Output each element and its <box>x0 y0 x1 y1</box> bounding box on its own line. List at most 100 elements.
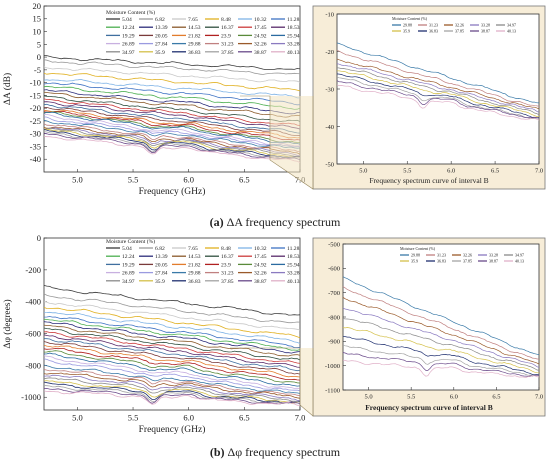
legend-entry: 36.83 <box>437 258 446 263</box>
legend-entry: 13.39 <box>155 254 168 260</box>
caption-b-text: Δφ frequency spectrum <box>225 445 341 459</box>
legend-entry: 8.48 <box>221 17 231 23</box>
legend-entry: 5.04 <box>122 17 132 23</box>
legend-entry: 27.84 <box>155 271 168 277</box>
legend-entry: 16.37 <box>221 254 234 260</box>
y-tick-label: 20 <box>33 1 42 11</box>
x-tick-label: 7.0 <box>535 168 543 175</box>
y-tick-label: -40 <box>325 124 334 131</box>
y-tick-label: -1000 <box>21 392 41 402</box>
x-tick-label: 5.5 <box>407 394 415 401</box>
legend-entry: 20.05 <box>155 262 168 268</box>
y-tick-label: -10 <box>30 78 41 88</box>
legend-entry: 34.97 <box>507 22 516 27</box>
series-line <box>43 66 301 83</box>
series-line <box>44 114 301 147</box>
series-line <box>43 385 301 405</box>
x-tick-label: 6.5 <box>491 168 499 175</box>
legend-title: Moisture Content (%) <box>392 16 428 21</box>
legend-entry: 37.85 <box>221 50 234 56</box>
x-tick-label: 5.5 <box>403 168 411 175</box>
series-line <box>43 334 301 368</box>
y-tick-label: -40 <box>30 154 41 164</box>
legend-entry: 40.13 <box>507 28 516 33</box>
plot-area <box>336 13 540 165</box>
legend-entry: 38.87 <box>489 258 498 263</box>
series-line <box>43 338 301 372</box>
series-line <box>43 364 301 394</box>
legend-entry: 31.23 <box>221 42 234 48</box>
y-axis-label: Δφ (degrees) <box>2 299 13 348</box>
inset-a-title: Frequency spectrum curve of interval B <box>369 176 488 185</box>
legend-entry: 40.13 <box>287 279 300 285</box>
series-line <box>336 67 540 116</box>
legend-entry: 5.04 <box>122 246 132 252</box>
series-line <box>43 344 301 378</box>
legend-entry: 40.13 <box>287 50 300 56</box>
legend-entry: 23.9 <box>221 262 231 268</box>
legend-entry: 25.94 <box>287 262 300 268</box>
series-line <box>43 78 301 99</box>
y-tick-label: -400 <box>25 297 41 307</box>
series-line <box>43 352 301 387</box>
series-line <box>43 358 301 392</box>
y-tick-label: -1100 <box>325 387 340 394</box>
series-line <box>43 116 301 148</box>
series-line <box>336 42 540 104</box>
x-tick-label: 6.0 <box>183 413 194 423</box>
caption-b: (b) Δφ frequency spectrum <box>210 445 341 459</box>
series-line <box>342 318 540 371</box>
x-tick-label: 6.5 <box>239 175 250 185</box>
legend-entry: 11.28 <box>287 17 300 23</box>
series-line <box>43 293 301 324</box>
series-line <box>43 55 301 70</box>
legend-entry: 38.87 <box>481 28 490 33</box>
series-line <box>43 318 301 351</box>
legend-entry: 33.28 <box>287 42 300 48</box>
series-line <box>43 119 301 149</box>
series-line <box>43 285 301 316</box>
legend-entry: 12.24 <box>122 254 135 260</box>
caption-b-label: (b) <box>210 445 225 459</box>
legend-entry: 10.32 <box>254 246 267 252</box>
y-tick-label: -35 <box>30 141 41 151</box>
series-line <box>342 286 540 360</box>
x-tick-label: 6.5 <box>492 394 500 401</box>
series-line <box>336 84 540 121</box>
legend-entry: 31.23 <box>221 271 234 277</box>
legend-entry: 29.88 <box>188 271 201 277</box>
legend-entry: 21.82 <box>188 262 201 268</box>
y-tick-label: -30 <box>30 129 41 139</box>
series-line <box>336 58 540 110</box>
legend-entry: 10.32 <box>254 17 267 23</box>
legend-entry: 36.83 <box>188 279 201 285</box>
legend-entry: 36.83 <box>188 50 201 56</box>
legend-entry: 33.28 <box>489 252 498 257</box>
plot-area <box>342 243 540 391</box>
y-tick-label: -50 <box>325 161 334 168</box>
legend-entry: 33.28 <box>287 271 300 277</box>
legend-entry: 23.9 <box>221 33 231 39</box>
legend-entry: 17.45 <box>254 254 267 260</box>
series-line <box>342 352 540 377</box>
legend-entry: 29.88 <box>188 42 201 48</box>
legend-entry: 7.65 <box>188 17 198 23</box>
legend-entry: 34.97 <box>122 50 135 56</box>
series-line <box>43 390 301 406</box>
legend-entry: 32.26 <box>455 22 464 27</box>
x-tick-label: 6.0 <box>183 175 194 185</box>
legend-entry: 18.53 <box>287 254 300 260</box>
series-line <box>43 341 301 375</box>
legend-entry: 16.37 <box>221 25 234 31</box>
legend-entry: 37.85 <box>221 279 234 285</box>
series-line <box>43 106 301 137</box>
series-line <box>43 101 301 130</box>
panel-b-main: 5.0 5.5 6.0 6.5 7.0 0 -200 -400 -600 -800 -1000 Fre… <box>2 233 305 435</box>
legend-entry: 8.48 <box>221 246 231 252</box>
series-line <box>43 111 301 145</box>
y-tick-label: -500 <box>328 241 340 248</box>
legend-entry: 33.28 <box>481 22 490 27</box>
legend-entry: 17.45 <box>254 25 267 31</box>
series-line <box>43 103 301 134</box>
series-line <box>43 321 301 354</box>
